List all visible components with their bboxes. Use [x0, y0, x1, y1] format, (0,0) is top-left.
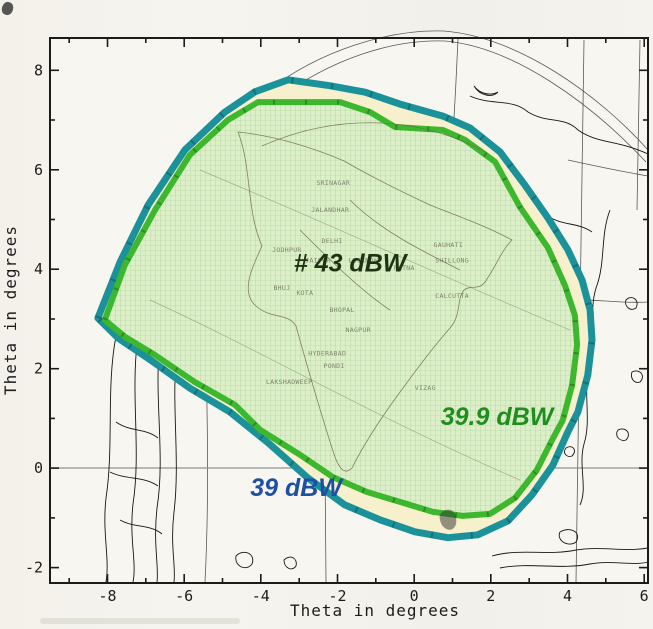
graticule-under-fill-2 — [199, 169, 571, 331]
x-axis-title: Theta in degrees — [290, 601, 460, 620]
coastline-west-branch-1 — [115, 421, 159, 439]
city-label-lucknow: LUCKNOW — [348, 256, 378, 264]
x-tick-label: 6 — [640, 587, 649, 605]
contour-399dbw-scan-dashes — [101, 99, 580, 519]
contour-39dbw-line — [94, 76, 596, 542]
contour-layer — [94, 76, 596, 542]
meridian-3 — [636, 39, 641, 211]
coastline-china-north — [469, 95, 649, 155]
contour-399dbw-line — [101, 99, 581, 519]
graticule-under-fill-1 — [149, 299, 521, 481]
himalaya-border — [261, 122, 487, 153]
x-tick-label: -2 — [328, 587, 346, 605]
parallel-1 — [567, 159, 649, 177]
limb-arc-outer — [265, 30, 649, 151]
lake-crescent — [473, 85, 499, 96]
river-line-1 — [349, 199, 461, 271]
label-39-dbw: 39 dBW — [250, 474, 344, 502]
island-right-1 — [625, 297, 638, 310]
island-right-3 — [616, 428, 629, 441]
city-label-bhuj: BHUJ — [273, 284, 290, 292]
city-label-hyderabad: HYDERABAD — [308, 349, 346, 357]
x-tick-label: -4 — [252, 587, 270, 605]
y-tick-label: 4 — [34, 260, 43, 278]
island-southwest-2 — [283, 556, 297, 570]
city-label-calcutta: CALCUTTA — [435, 292, 469, 300]
city-label-nagpur: NAGPUR — [346, 326, 371, 334]
x-tick-label: 2 — [486, 587, 495, 605]
city-label-gauhati: GAUHATI — [434, 241, 464, 249]
coastline-west-branch-3 — [119, 519, 163, 535]
city-label-kota: KOTA — [296, 289, 313, 297]
coastline-west-3 — [155, 351, 161, 583]
contour-399dbw-grid-texture — [104, 102, 578, 516]
label-39-9-dbw: 39.9 dBW — [441, 403, 556, 431]
city-label-jodhpur: JODHPUR — [272, 246, 302, 254]
coastline-west-1 — [104, 335, 117, 583]
x-tick-label: 4 — [563, 587, 572, 605]
coastline-west-4 — [172, 359, 177, 583]
inland-map-layer — [149, 122, 571, 530]
y-tick-label: 0 — [34, 459, 43, 477]
river-line-2 — [299, 229, 391, 311]
sri-lanka-blob — [439, 509, 457, 530]
city-label-jalandhar: JALANDHAR — [311, 206, 349, 214]
axes-layer: -8 -6 -4 -2 0 2 4 6 -2 0 2 4 6 8 — [25, 38, 649, 605]
city-label-shillong: SHILLONG — [435, 256, 469, 264]
label-43-dbw: # 43 dBW — [294, 250, 409, 278]
city-label-vizag: VIZAG — [415, 384, 436, 392]
andaman-island-3 — [564, 446, 575, 457]
city-label-bhopal: BHOPAL — [329, 306, 354, 314]
india-outline — [237, 131, 513, 472]
coastline-west-branch-2 — [109, 471, 159, 487]
city-label-patna: PATNA — [394, 264, 415, 272]
y-axis-title: Theta in degrees — [1, 225, 20, 395]
island-right-2 — [631, 370, 643, 383]
city-label-jaipur: JAIPUR — [305, 256, 330, 264]
x-tick-label: -8 — [98, 587, 116, 605]
contour-annotation-layer: # 43 dBW 39.9 dBW 39 dBW — [250, 250, 555, 502]
plot-frame — [49, 37, 649, 584]
city-label-delhi: DELHI — [322, 237, 343, 245]
scan-artifact-smudge — [40, 618, 240, 624]
indonesia-chain-1 — [491, 547, 649, 557]
y-tick-label: 2 — [34, 360, 43, 378]
sumatra-blob — [558, 529, 578, 545]
city-label-lakshadweep: LAKSHADWEEP — [266, 378, 312, 386]
y-tick-label: -2 — [25, 559, 43, 577]
indonesia-chain-2 — [499, 561, 649, 569]
x-tick-label: 0 — [410, 587, 419, 605]
limb-arc-inner — [275, 40, 647, 163]
coastline-west-2 — [131, 343, 138, 583]
city-label-pondi: PONDI — [324, 362, 345, 370]
island-southwest-1 — [235, 551, 254, 569]
y-tick-label: 6 — [34, 161, 43, 179]
x-tick-label: -6 — [175, 587, 193, 605]
y-tick-label: 8 — [34, 61, 43, 79]
city-label-srinagar: SRINAGAR — [316, 179, 350, 187]
